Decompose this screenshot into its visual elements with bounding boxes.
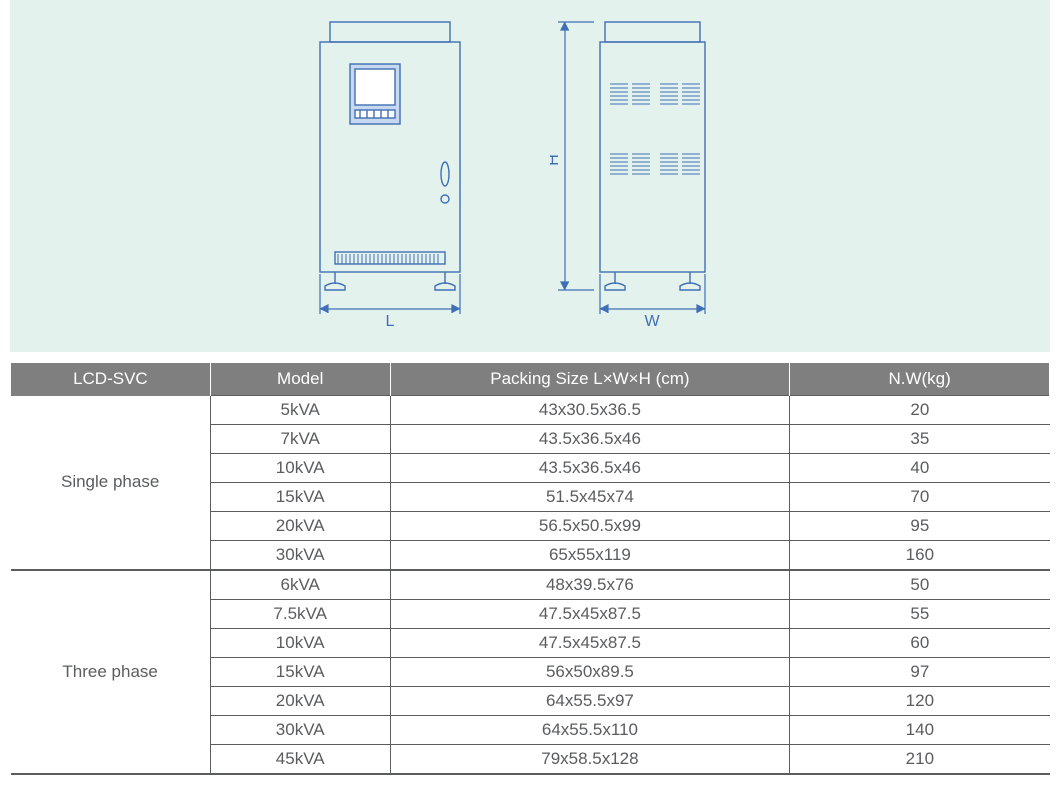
col-size: Packing Size L×W×H (cm): [390, 363, 790, 396]
cell-nw: 95: [790, 512, 1050, 541]
cell-nw: 40: [790, 454, 1050, 483]
spec-table: LCD-SVC Model Packing Size L×W×H (cm) N.…: [10, 362, 1050, 775]
side-view: H W: [550, 14, 770, 334]
group-label: Single phase: [11, 396, 211, 571]
cell-size: 64x55.5x97: [390, 687, 790, 716]
cell-nw: 160: [790, 541, 1050, 571]
label-h: H: [550, 154, 562, 166]
cell-model: 15kVA: [210, 658, 390, 687]
table-row: Single phase5kVA43x30.5x36.520: [11, 396, 1050, 425]
cell-model: 20kVA: [210, 687, 390, 716]
cell-size: 79x58.5x128: [390, 745, 790, 775]
cell-nw: 70: [790, 483, 1050, 512]
cell-size: 47.5x45x87.5: [390, 600, 790, 629]
cell-size: 47.5x45x87.5: [390, 629, 790, 658]
cell-nw: 20: [790, 396, 1050, 425]
cell-nw: 120: [790, 687, 1050, 716]
cell-model: 10kVA: [210, 454, 390, 483]
table-row: Three phase6kVA48x39.5x7650: [11, 570, 1050, 600]
cell-nw: 210: [790, 745, 1050, 775]
cell-size: 56x50x89.5: [390, 658, 790, 687]
group-label: Three phase: [11, 570, 211, 774]
cell-size: 64x55.5x110: [390, 716, 790, 745]
cell-nw: 97: [790, 658, 1050, 687]
cell-size: 48x39.5x76: [390, 570, 790, 600]
cell-size: 56.5x50.5x99: [390, 512, 790, 541]
dimension-diagram: L: [10, 0, 1050, 352]
cell-size: 43x30.5x36.5: [390, 396, 790, 425]
cell-nw: 35: [790, 425, 1050, 454]
col-nw: N.W(kg): [790, 363, 1050, 396]
cell-model: 7.5kVA: [210, 600, 390, 629]
cell-model: 10kVA: [210, 629, 390, 658]
cell-model: 7kVA: [210, 425, 390, 454]
cell-model: 15kVA: [210, 483, 390, 512]
col-lcdsvc: LCD-SVC: [11, 363, 211, 396]
cell-size: 43.5x36.5x46: [390, 454, 790, 483]
cell-nw: 140: [790, 716, 1050, 745]
cell-model: 5kVA: [210, 396, 390, 425]
cell-nw: 60: [790, 629, 1050, 658]
cell-model: 6kVA: [210, 570, 390, 600]
cell-size: 43.5x36.5x46: [390, 425, 790, 454]
cell-size: 65x55x119: [390, 541, 790, 571]
cell-nw: 50: [790, 570, 1050, 600]
cell-model: 45kVA: [210, 745, 390, 775]
col-model: Model: [210, 363, 390, 396]
cell-model: 20kVA: [210, 512, 390, 541]
front-view: L: [290, 14, 510, 334]
cell-size: 51.5x45x74: [390, 483, 790, 512]
cell-nw: 55: [790, 600, 1050, 629]
cell-model: 30kVA: [210, 541, 390, 571]
label-l: L: [386, 313, 395, 330]
cell-model: 30kVA: [210, 716, 390, 745]
label-w: W: [644, 313, 660, 330]
